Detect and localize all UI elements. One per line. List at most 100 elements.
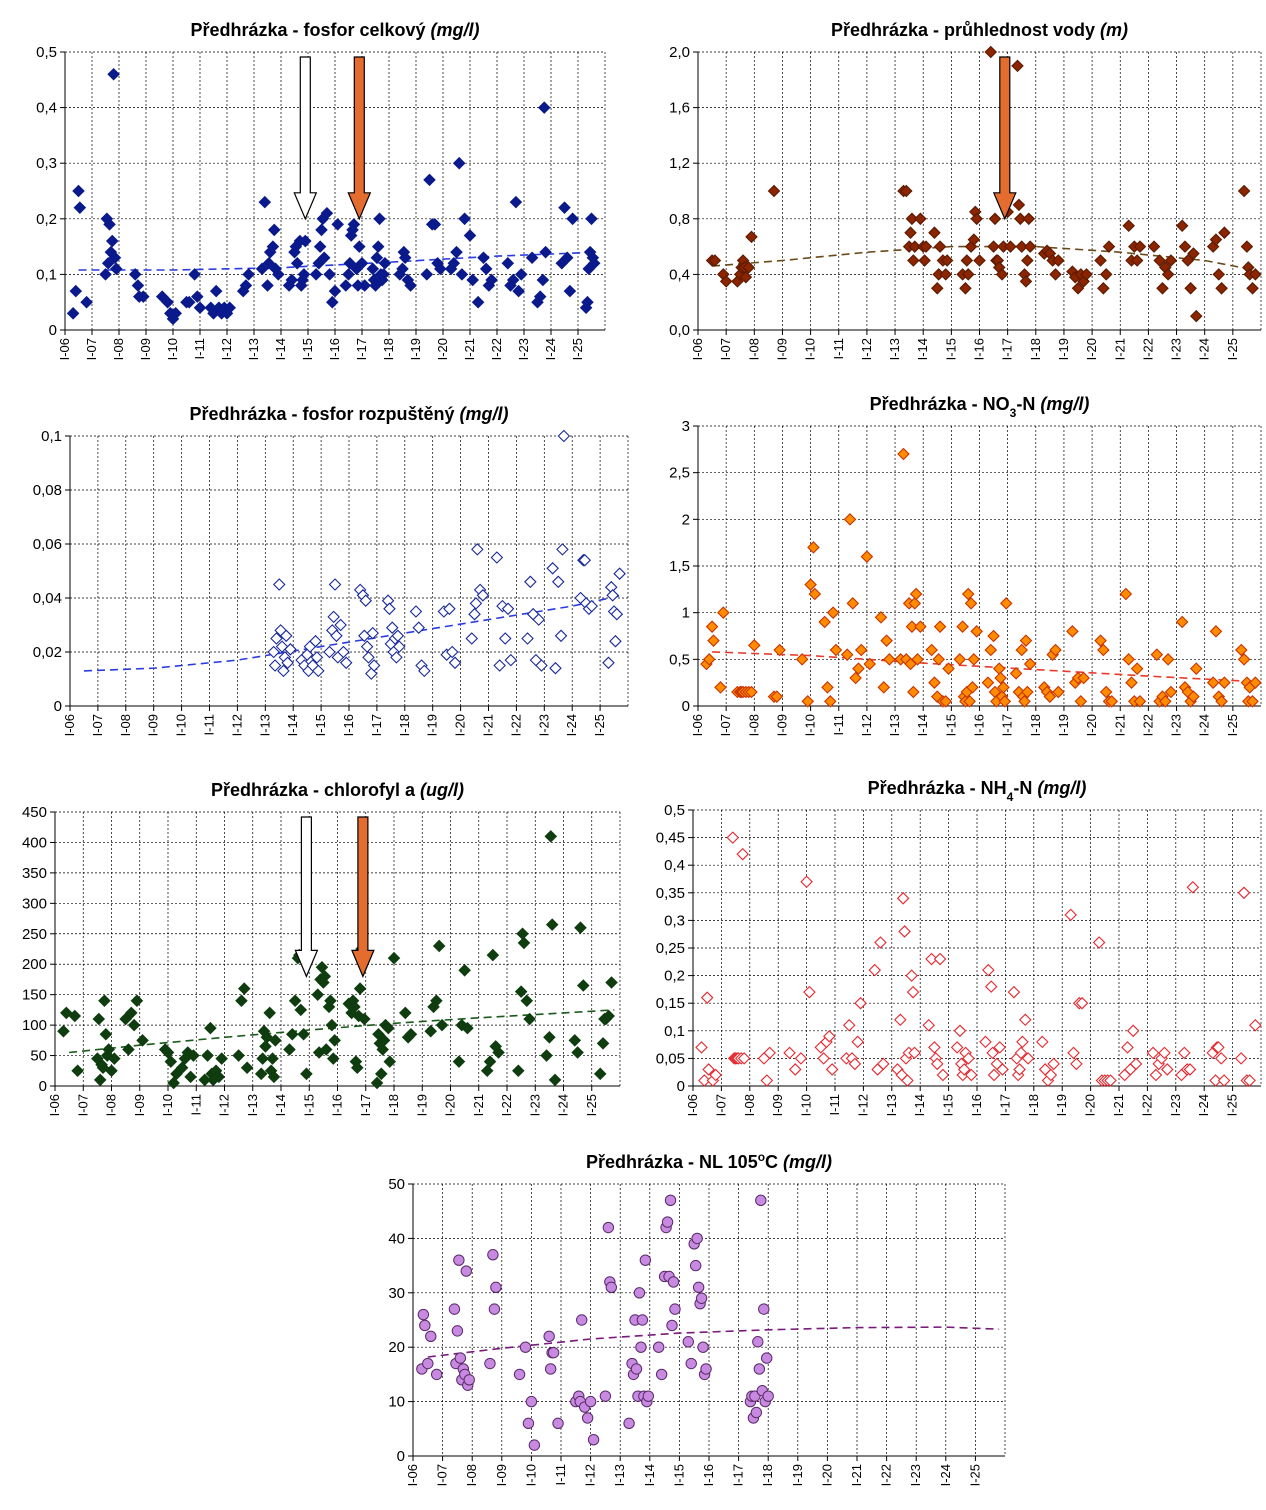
data-point [825,1063,839,1076]
data-point [532,613,545,626]
data-point [453,1254,465,1266]
x-tick-label: I-06 [685,1094,700,1116]
chart-pruhlednost-vody: Předhrázka - průhlednost vody (m) 0,0 0,4 0… [633,0,1266,378]
data-point [334,618,347,632]
data-point [987,240,1000,253]
data-point [463,229,477,242]
data-point [239,279,253,292]
y-tick-label: 10 [388,1394,405,1411]
y-tick-label: 0,15 [656,995,685,1012]
data-point [476,589,490,602]
data-point [1119,587,1133,601]
data-point [256,1052,269,1065]
x-tick-label: I-24 [564,714,579,736]
data-point [742,261,755,274]
data-point [315,960,329,974]
x-tick-label: I-23 [536,714,551,736]
data-point [801,695,815,708]
data-point [942,662,955,675]
x-tick-label: I-16 [341,714,356,736]
x-tick-label: I-14 [912,1094,927,1116]
data-point [330,629,343,643]
data-point [898,925,911,938]
x-tick-label: I-13 [612,1464,627,1486]
chart-nl-105c: Předhrázka - NL 105oC (mg/l) 0 10 20 30 40 50 I… [355,1140,1015,1510]
x-tick-label: I-06 [62,714,77,736]
data-point [1074,695,1088,708]
data-point [1150,648,1164,661]
x-tick-label: I-19 [425,714,440,736]
x-tick-label: I-09 [138,338,153,360]
x-tick-label: I-20 [1083,1094,1098,1116]
data-point [930,282,944,295]
x-tick-label: I-14 [642,1464,657,1486]
x-tick-label: I-13 [884,1094,899,1116]
data-point [848,1057,862,1071]
data-point [763,1046,776,1060]
y-tick-label: 150 [22,987,47,1004]
data-point [370,1076,384,1090]
data-point [312,664,325,678]
data-point [420,268,434,281]
data-point [557,429,571,443]
data-point [325,1018,339,1032]
data-point [1019,275,1033,288]
data-point [235,994,248,1008]
data-point [261,279,274,292]
data-point [939,695,952,708]
data-point [417,1308,430,1321]
data-point [262,257,276,270]
x-tick-label: I-06 [690,338,705,360]
x-tick-label: I-24 [556,1094,571,1116]
data-point [1130,662,1144,675]
data-point [585,599,599,613]
x-tick-label: I-21 [481,714,496,736]
data-point [877,1057,890,1071]
data-point [1178,240,1192,253]
chart-svg: Předhrázka - fosfor celkový (mg/l) 0 0,1 0,… [36,20,606,360]
data-point [953,1024,967,1038]
data-point [455,268,469,281]
data-point [545,918,559,931]
data-point [682,1336,694,1348]
data-point [525,1395,538,1408]
data-point [66,307,80,320]
data-point [695,1041,708,1054]
data-point [283,1043,296,1056]
y-tick-label: 300 [22,895,47,912]
data-point [353,982,367,995]
x-tick-label: I-21 [1111,1094,1126,1116]
y-tick-label: 40 [388,1230,405,1247]
data-point [424,1024,438,1038]
data-point [717,606,730,619]
data-point [970,212,983,226]
data-point [719,275,733,288]
data-point [1181,254,1195,267]
data-point [1009,667,1023,680]
data-point [69,284,83,298]
y-tick-label: 0,25 [656,940,685,957]
data-point [998,695,1012,708]
data-point [136,1034,149,1047]
data-point [68,1009,82,1023]
data-point [255,262,269,276]
data-point [353,240,366,253]
data-point [543,1031,556,1044]
data-point [326,1052,340,1065]
x-tick-label: I-10 [165,338,180,360]
x-tick-label: I-18 [1028,338,1043,360]
data-point [752,1336,764,1348]
data-point [636,1314,649,1326]
data-point [540,1049,553,1062]
data-point [868,963,882,977]
x-tick-label: I-16 [972,338,987,360]
data-point [1004,240,1017,253]
data-point [506,273,520,287]
data-point [286,1027,299,1041]
data-point [398,251,412,264]
data-point [490,1281,502,1294]
y-tick-label: 0,5 [36,44,57,61]
x-tick-label: I-17 [731,1464,746,1486]
data-point [554,629,568,643]
chart-title-main: Předhrázka - chlorofyl a [211,780,420,800]
